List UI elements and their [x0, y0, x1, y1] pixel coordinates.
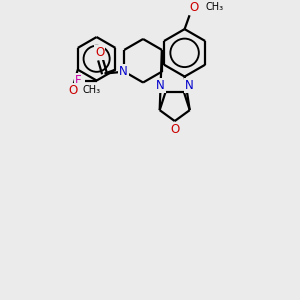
Text: O: O: [170, 123, 179, 136]
Text: O: O: [95, 46, 104, 59]
Text: N: N: [185, 79, 194, 92]
Text: N: N: [156, 79, 165, 92]
Text: F: F: [74, 74, 81, 87]
Text: N: N: [119, 65, 128, 78]
Text: O: O: [190, 1, 199, 14]
Text: CH₃: CH₃: [83, 85, 101, 95]
Text: CH₃: CH₃: [206, 2, 224, 12]
Text: O: O: [68, 84, 77, 97]
